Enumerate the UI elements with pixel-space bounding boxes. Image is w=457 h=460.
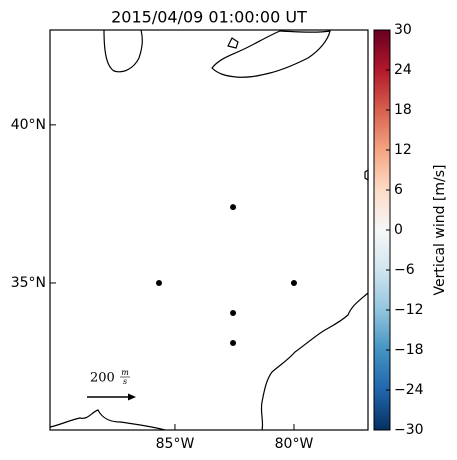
station-point bbox=[156, 279, 163, 286]
colorbar-tick-label: −6 bbox=[394, 262, 415, 278]
scale-unit-den: s bbox=[123, 377, 127, 386]
lon-tick-label: 80°W bbox=[275, 436, 314, 452]
station-point bbox=[230, 340, 237, 347]
colorbar-tick-label: 0 bbox=[394, 222, 403, 238]
map-frame bbox=[49, 29, 369, 431]
map-title: 2015/04/09 01:00:00 UT bbox=[111, 8, 307, 27]
station-point bbox=[290, 279, 297, 286]
colorbar-tick-label: 6 bbox=[394, 182, 403, 198]
colorbar-tick-label: 18 bbox=[394, 102, 412, 118]
scale-unit-num: m bbox=[121, 368, 129, 377]
coastlines bbox=[49, 29, 369, 431]
colorbar-label: Vertical wind [m/s] bbox=[432, 165, 448, 296]
colorbar-tick-label: 30 bbox=[394, 22, 412, 38]
colorbar-tick-label: −18 bbox=[394, 342, 424, 358]
scale-arrowhead bbox=[128, 393, 136, 401]
scale-value: 200 bbox=[90, 371, 115, 386]
lat-tick-label: 40°N bbox=[11, 117, 46, 133]
colorbar-tick-label: −12 bbox=[394, 302, 424, 318]
colorbar-tick-label: −24 bbox=[394, 382, 424, 398]
lat-tick-label: 35°N bbox=[11, 275, 46, 291]
station-point bbox=[230, 204, 237, 211]
colorbar-tick-label: 12 bbox=[394, 142, 412, 158]
colorbar-tick-label: 24 bbox=[394, 62, 412, 78]
colorbar-tick-label: −30 bbox=[394, 422, 424, 438]
lon-tick-label: 85°W bbox=[156, 436, 195, 452]
station-point bbox=[230, 310, 237, 317]
